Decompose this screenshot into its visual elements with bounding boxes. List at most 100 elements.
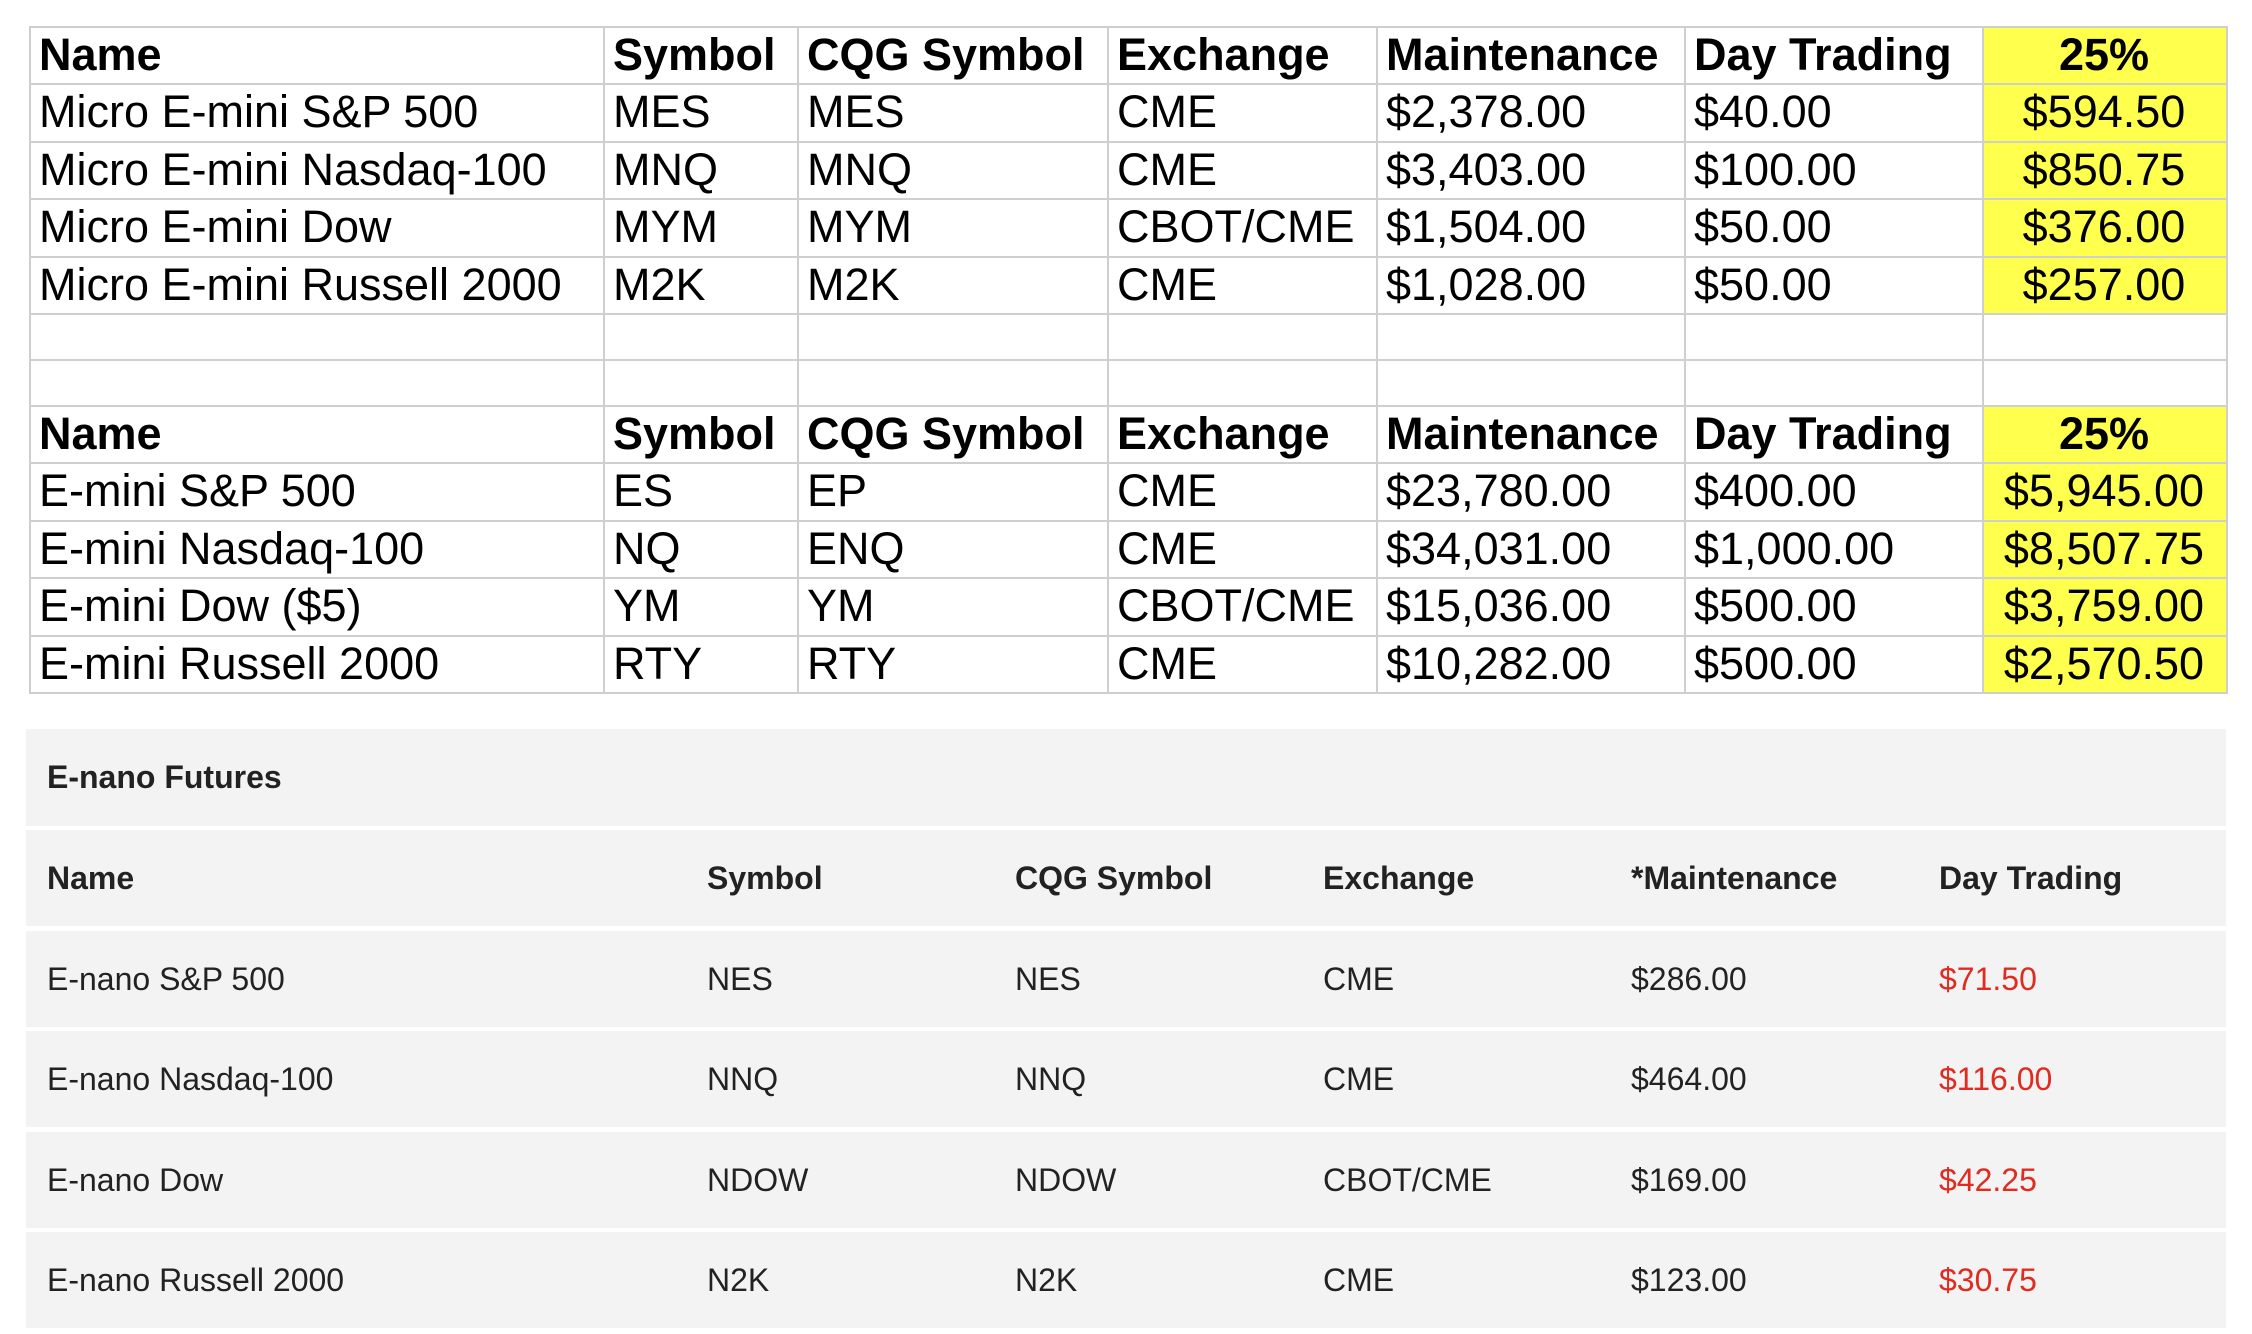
grid-line [29,635,2226,637]
cell: CME [1323,1261,1395,1298]
cell: $850.75 [1982,141,2226,198]
grid-line [1684,26,1686,694]
cell: $594.50 [1982,83,2226,141]
cell: $286.00 [1631,960,1747,997]
cell: ES [613,465,674,516]
header-cell: CQG Symbol [1015,859,1213,896]
cell: CME [1117,143,1217,195]
cell: Micro E-mini S&P 500 [39,86,479,137]
header-cell: Symbol [613,28,776,80]
cell: NES [1015,960,1081,997]
cell: $10,282.00 [1386,637,1612,689]
grid-line [29,256,2226,258]
header-cell: Symbol [707,859,823,896]
cell: NDOW [707,1161,809,1198]
grid-line [1376,26,1378,694]
cell: $1,028.00 [1386,258,1587,310]
cell: $8,507.75 [1982,520,2226,577]
cell: N2K [1015,1261,1078,1298]
header-cell: Day Trading [1694,28,1952,80]
grid-line [29,520,2226,522]
cell: MES [613,86,711,137]
section-title: E-nano Futures [47,759,282,795]
header-cell: 25% [1982,26,2226,83]
cell: $50.00 [1694,201,1832,252]
cell: $42.25 [1939,1161,2037,1198]
cell: $257.00 [1982,256,2226,313]
cell: $123.00 [1631,1261,1747,1298]
cell: $2,378.00 [1386,86,1587,137]
cell: CME [1117,637,1217,689]
cell: ENQ [807,522,905,574]
cell: CBOT/CME [1117,580,1355,631]
cell: CME [1117,86,1217,137]
cell: $500.00 [1694,580,1857,631]
cell: CME [1323,960,1395,997]
cell: NDOW [1015,1161,1117,1198]
grid-line [29,198,2226,200]
cell: M2K [613,258,706,310]
cell: $2,570.50 [1982,635,2226,692]
cell: $34,031.00 [1386,522,1612,574]
cell: Micro E-mini Dow [39,201,392,252]
grid-line [1107,26,1109,694]
cell: $30.75 [1939,1261,2037,1298]
cell: NNQ [1015,1060,1087,1097]
grid-line [29,692,2226,694]
cell: $464.00 [1631,1060,1747,1097]
cell: E-nano S&P 500 [47,960,285,997]
cell: NQ [613,522,681,574]
cell: YM [807,580,875,631]
grid-line [603,26,605,694]
row-background [26,1031,2226,1127]
cell: MYM [613,201,718,252]
cell: CME [1117,465,1217,516]
grid-line [29,26,31,694]
grid-line [29,462,2226,464]
grid-line [2226,26,2228,694]
grid-line [797,26,799,694]
cell: MNQ [807,143,912,195]
cell: CBOT/CME [1323,1161,1492,1198]
cell: $3,403.00 [1386,143,1587,195]
header-cell: CQG Symbol [807,407,1085,459]
cell: CME [1323,1060,1395,1097]
cell: E-mini Russell 2000 [39,637,440,689]
cell: MES [807,86,905,137]
cell: $3,759.00 [1982,577,2226,635]
grid-line [29,141,2226,143]
header-cell: Name [47,859,135,896]
grid-line [29,26,2226,28]
header-cell: Exchange [1117,28,1330,80]
grid-line [29,83,2226,85]
grid-line [29,577,2226,579]
header-cell: *Maintenance [1631,859,1838,896]
header-cell: Day Trading [1939,859,2123,896]
cell: NES [707,960,773,997]
row-background [26,931,2226,1027]
cell: $23,780.00 [1386,465,1612,516]
cell: $1,504.00 [1386,201,1587,252]
row-background [26,830,2226,926]
cell: M2K [807,258,900,310]
header-cell: Day Trading [1694,407,1952,459]
header-cell: Maintenance [1386,28,1659,80]
cell: $376.00 [1982,198,2226,256]
cell: E-nano Nasdaq-100 [47,1060,334,1097]
cell: $400.00 [1694,465,1857,516]
cell: CBOT/CME [1117,201,1355,252]
cell: $50.00 [1694,258,1832,310]
header-cell: Name [39,407,162,459]
cell: Micro E-mini Russell 2000 [39,258,562,310]
cell: E-mini S&P 500 [39,465,356,516]
header-cell: Exchange [1117,407,1330,459]
grid-line [1982,26,1984,694]
cell: RTY [613,637,703,689]
cell: YM [613,580,681,631]
cell: EP [807,465,868,516]
header-cell: 25% [1982,405,2226,462]
cell: RTY [807,637,897,689]
cell: $15,036.00 [1386,580,1612,631]
cell: MYM [807,201,912,252]
cell: $169.00 [1631,1161,1747,1198]
